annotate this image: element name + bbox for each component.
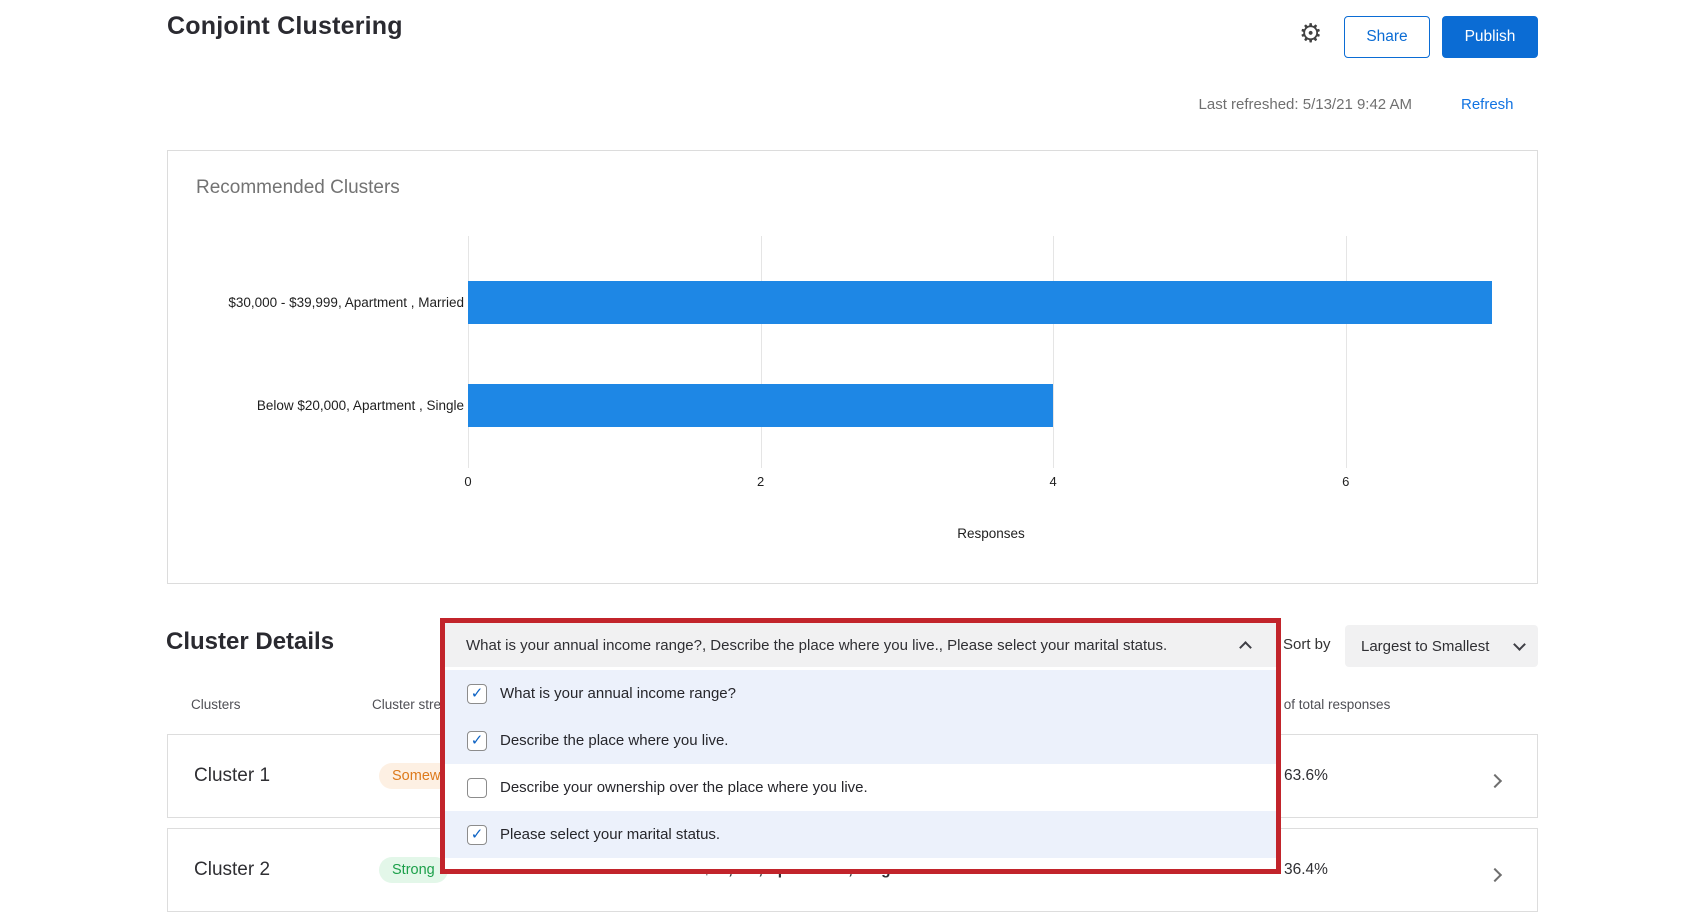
gear-icon[interactable]: ⚙ <box>1299 18 1323 48</box>
dropdown-option-place-where-you-live[interactable]: ✓ Describe the place where you live. <box>445 717 1276 764</box>
gridline <box>1053 236 1055 468</box>
bar-category-label: $30,000 - $39,999, Apartment , Married <box>228 295 464 310</box>
x-tick-label: 4 <box>1049 474 1057 489</box>
response-bar-2 <box>468 384 1054 427</box>
share-button[interactable]: Share <box>1344 16 1430 58</box>
refresh-link[interactable]: Refresh <box>1461 96 1514 113</box>
bar-category-label: Below $20,000, Apartment , Single <box>256 398 464 413</box>
sort-dropdown[interactable]: Largest to Smallest <box>1345 625 1538 667</box>
checkbox-icon[interactable]: ✓ <box>467 824 487 845</box>
sort-dropdown-value: Largest to Smallest <box>1361 637 1490 655</box>
dropdown-option-marital-status[interactable]: ✓ Please select your marital status. <box>445 811 1276 858</box>
question-filter-dropdown-highlighted: What is your annual income range?, Descr… <box>440 618 1281 874</box>
checkbox-icon[interactable]: ✓ <box>467 777 487 798</box>
x-tick-label: 0 <box>464 474 472 489</box>
x-axis-label: Responses <box>957 526 1025 541</box>
cluster-details-title: Cluster Details <box>166 628 335 655</box>
percent-of-total-responses: 36.4% <box>1284 861 1328 878</box>
cluster-name: Cluster 2 <box>194 859 271 880</box>
page-title: Conjoint Clustering <box>167 12 403 40</box>
gridline <box>760 236 762 468</box>
response-bar-1 <box>468 281 1493 324</box>
question-dropdown-toggle[interactable]: What is your annual income range?, Descr… <box>445 623 1276 667</box>
question-dropdown-value: What is your annual income range?, Descr… <box>466 636 1168 654</box>
x-tick-label: 2 <box>756 474 765 489</box>
dropdown-option-income-range[interactable]: ✓ What is your annual income range? <box>445 670 1276 717</box>
column-header-clusters: Clusters <box>191 697 241 712</box>
dropdown-option-ownership[interactable]: ✓ Describe your ownership over the place… <box>445 764 1276 811</box>
chevron-down-icon <box>1513 637 1526 651</box>
checkbox-icon[interactable]: ✓ <box>467 683 487 704</box>
gridline <box>468 236 469 468</box>
sort-by-label: Sort by <box>1283 636 1331 653</box>
percent-of-total-responses: 63.6% <box>1284 767 1328 784</box>
gridline <box>1345 236 1347 468</box>
chevron-right-icon[interactable] <box>1487 773 1503 789</box>
column-header-percent-of-total-responses: % of total responses <box>1268 697 1391 712</box>
chevron-up-icon <box>1239 640 1252 654</box>
question-dropdown-options: ✓ What is your annual income range? ✓ De… <box>445 670 1276 858</box>
x-tick-label: 6 <box>1342 474 1350 489</box>
recommended-clusters-card: Recommended Clusters Responses 0 2 4 6 $30,0… <box>167 150 1538 584</box>
last-refreshed-text: Last refreshed: 5/13/21 9:42 AM <box>1198 96 1412 113</box>
cluster-name: Cluster 1 <box>194 765 271 786</box>
publish-button[interactable]: Publish <box>1442 16 1538 58</box>
chart-title: Recommended Clusters <box>196 177 400 198</box>
cluster-strength-badge: Strong <box>379 857 448 883</box>
checkbox-icon[interactable]: ✓ <box>467 730 487 751</box>
